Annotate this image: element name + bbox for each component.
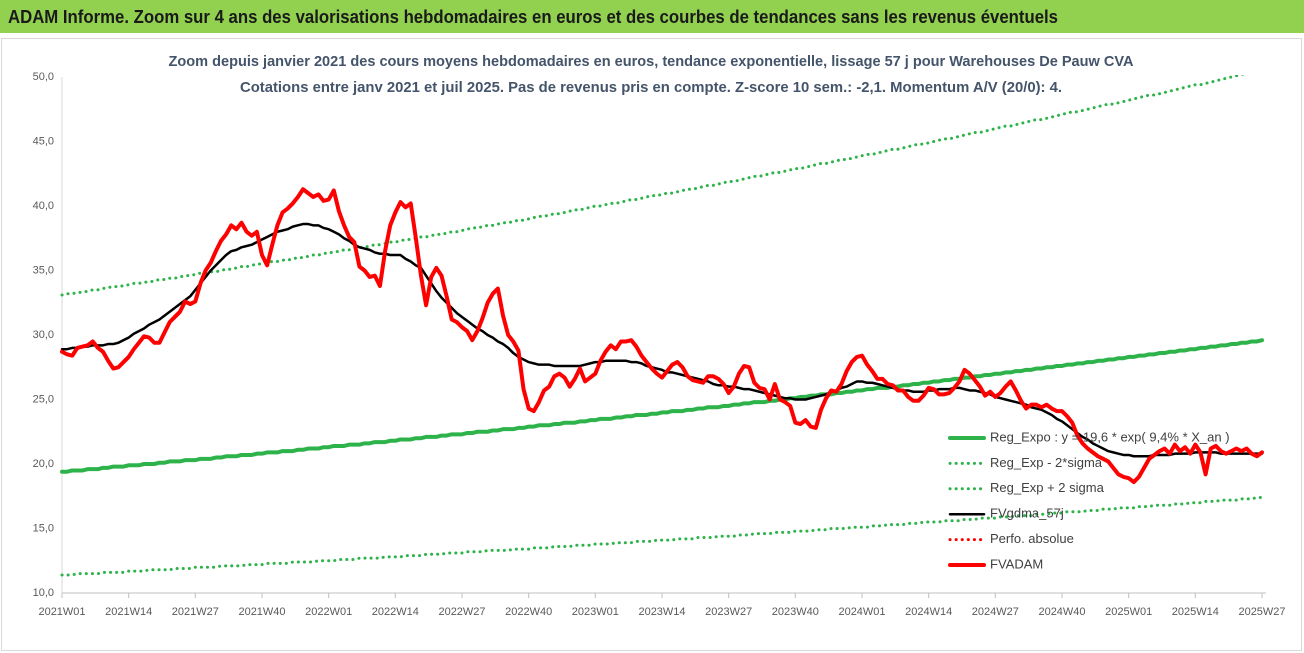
- x-tick-label: 2021W01: [38, 606, 85, 618]
- x-tick-label: 2025W27: [1238, 606, 1285, 618]
- chart-title: ADAM Informe. Zoom sur 4 ans des valoris…: [8, 7, 1058, 27]
- x-tick-label: 2024W14: [905, 606, 952, 618]
- x-tick-label: 2023W14: [638, 606, 685, 618]
- series-line: [60, 496, 1264, 577]
- y-tick-label: 35,0: [33, 264, 54, 276]
- legend-label: Perfo. absolue: [990, 531, 1074, 546]
- legend-label: FVgdma_57j: [990, 506, 1064, 521]
- y-tick-label: 25,0: [33, 393, 54, 405]
- x-tick-label: 2021W27: [172, 606, 219, 618]
- y-tick-label: 40,0: [33, 200, 54, 212]
- x-tick-label: 2025W01: [1105, 606, 1152, 618]
- x-tick-label: 2022W14: [372, 606, 419, 618]
- axes: 10,0 15,0 20,0 25,0 30,0 35,0 40,0 45,0 50,0 2021…: [33, 71, 1286, 618]
- chart-subtitle: Zoom depuis janvier 2021 des cours moyen…: [169, 53, 1134, 70]
- y-tick-label: 15,0: [33, 522, 54, 534]
- x-tick-label: 2021W40: [238, 606, 285, 618]
- x-tick-label: 2021W14: [105, 606, 152, 618]
- plot-area: [60, 75, 1264, 577]
- x-tick-label: 2023W40: [772, 606, 819, 618]
- x-tick-label: 2024W40: [1038, 606, 1085, 618]
- legend-label: Reg_Expo : y = 19,6 * exp( 9,4% * X_an ): [990, 429, 1230, 444]
- legend-label: FVADAM: [990, 556, 1043, 571]
- chart-subtitle: Cotations entre janv 2021 et juil 2025. …: [240, 79, 1062, 96]
- x-tick-label: 2022W27: [438, 606, 485, 618]
- y-tick-label: 45,0: [33, 135, 54, 147]
- y-tick-label: 20,0: [33, 458, 54, 470]
- series-line: [60, 187, 1264, 485]
- x-tick-label: 2024W27: [972, 606, 1019, 618]
- series-line: [60, 338, 1264, 474]
- x-tick-label: 2022W40: [505, 606, 552, 618]
- series-line: [60, 222, 1264, 458]
- legend: Reg_Expo : y = 19,6 * exp( 9,4% * X_an )…: [948, 429, 1230, 571]
- y-tick-label: 50,0: [33, 71, 54, 83]
- legend-label: Reg_Exp - 2*sigma: [990, 455, 1103, 470]
- x-tick-label: 2023W01: [572, 606, 619, 618]
- y-tick-label: 10,0: [33, 587, 54, 599]
- y-tick-label: 30,0: [33, 329, 54, 341]
- x-tick-label: 2024W01: [838, 606, 885, 618]
- x-tick-label: 2023W27: [705, 606, 752, 618]
- chart-frame: [1, 38, 1302, 651]
- legend-label: Reg_Exp + 2 sigma: [990, 480, 1105, 495]
- x-tick-label: 2022W01: [305, 606, 352, 618]
- x-tick-label: 2025W14: [1172, 606, 1219, 618]
- title-banner: [0, 0, 1304, 33]
